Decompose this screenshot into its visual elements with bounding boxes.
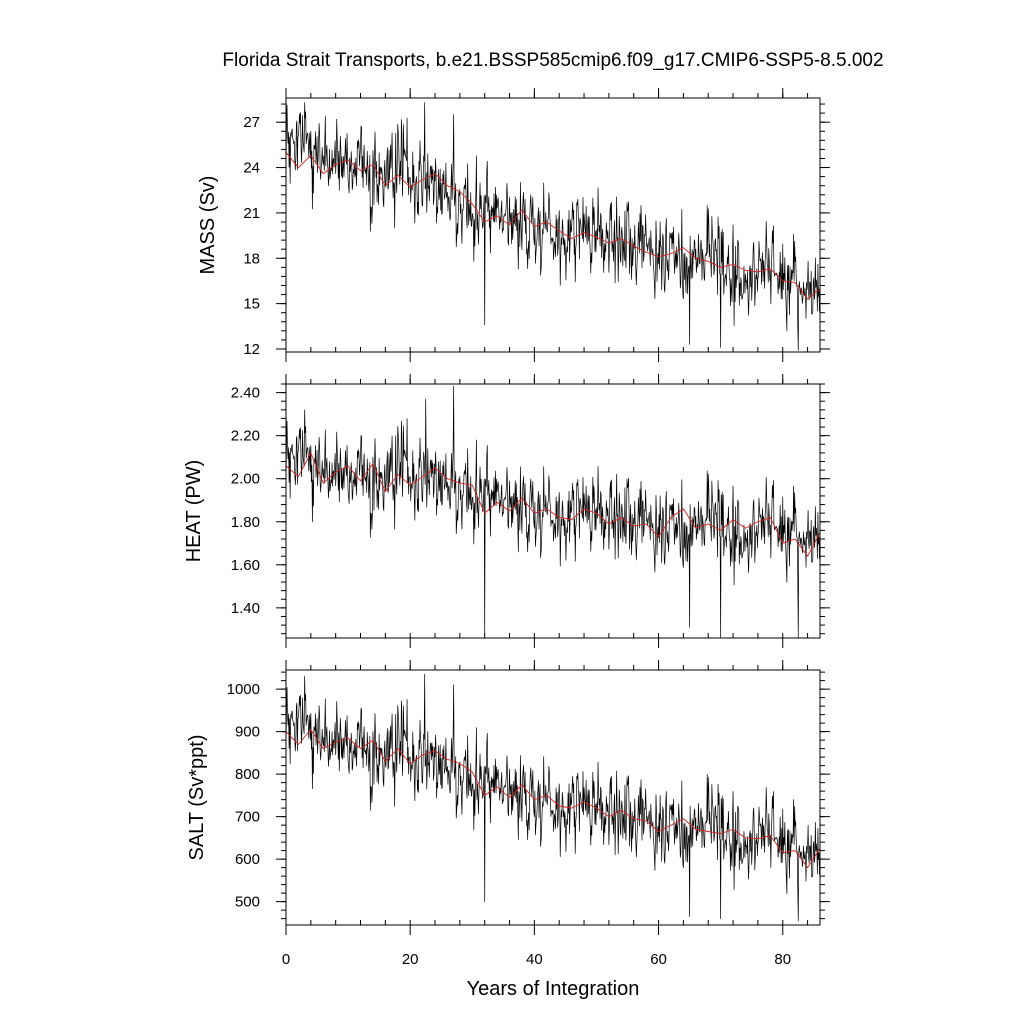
y-tick-label: 500 — [235, 894, 260, 911]
x-tick-label: 80 — [774, 951, 791, 968]
y-tick-label: 2.40 — [231, 385, 260, 402]
plot-frame — [285, 97, 821, 353]
y-axis-label: SALT (Sv*ppt) — [186, 735, 208, 861]
y-tick-label: 2.20 — [231, 428, 260, 445]
y-axis-label: HEAT (PW) — [183, 460, 205, 563]
plot-frame — [285, 383, 821, 639]
chart-title: Florida Strait Transports, b.e21.BSSP585… — [222, 50, 883, 71]
series-smoothed-line — [285, 152, 821, 300]
plot-frame — [285, 669, 821, 926]
y-tick-label: 900 — [235, 724, 260, 741]
series-smoothed-line — [285, 729, 821, 869]
x-tick-label: 0 — [282, 951, 290, 968]
y-tick-label: 24 — [243, 160, 260, 177]
y-tick-label: 1.60 — [231, 557, 260, 574]
y-tick-label: 15 — [243, 296, 260, 313]
y-tick-label: 1.80 — [231, 514, 260, 531]
series-monthly-line — [285, 385, 820, 638]
y-tick-label: 600 — [235, 851, 260, 868]
panel-2: 1.40 1.60 1.80 2.00 2.20 2.40 HEAT (PW) — [183, 374, 830, 648]
y-axis-label: MASS (Sv) — [197, 176, 219, 275]
series-monthly-line — [285, 673, 820, 922]
x-tick-label: 40 — [526, 951, 543, 968]
panels: 12 15 18 21 24 27 MASS (Sv) 1.40 1.60 1.80 2.00 2.2… — [183, 88, 830, 1000]
y-tick-label: 18 — [243, 250, 260, 267]
panel-3: 500 600 700 800 900 1000 0 20 40 60 80 Years of Int… — [186, 660, 830, 1000]
x-axis-label: Years of Integration — [467, 978, 640, 1000]
y-tick-label: 1000 — [227, 681, 260, 698]
y-tick-label: 12 — [243, 341, 260, 358]
series-monthly-line — [285, 102, 820, 351]
y-tick-label: 700 — [235, 809, 260, 826]
y-tick-label: 2.00 — [231, 471, 260, 488]
y-tick-label: 27 — [243, 114, 260, 131]
series-smoothed-line — [285, 452, 821, 557]
x-tick-label: 20 — [402, 951, 419, 968]
panel-1: 12 15 18 21 24 27 MASS (Sv) — [197, 88, 830, 362]
x-tick-label: 60 — [650, 951, 667, 968]
y-tick-label: 1.40 — [231, 600, 260, 617]
y-tick-label: 21 — [243, 205, 260, 222]
y-tick-label: 800 — [235, 766, 260, 783]
